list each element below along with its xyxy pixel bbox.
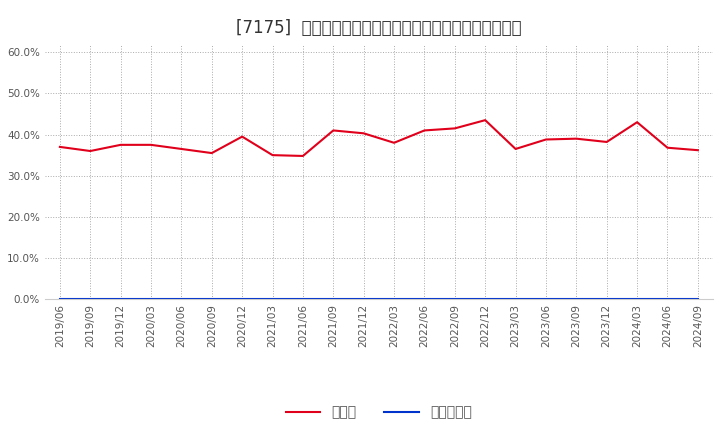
有利子負債 [269,297,277,302]
現頃金 [633,120,642,125]
有利子負債 [207,297,216,302]
有利子負債 [86,297,94,302]
有利子負債 [572,297,580,302]
現頃金 [238,134,246,139]
有利子負債 [420,297,428,302]
有利子負債 [451,297,459,302]
現頃金 [390,140,398,146]
有利子負債 [55,297,64,302]
現頃金 [481,117,490,123]
現頃金 [541,137,550,142]
現頃金 [269,153,277,158]
現頃金 [451,126,459,131]
現頃金 [299,153,307,158]
現頃金 [572,136,580,141]
現頃金 [117,142,125,147]
有利子負債 [663,297,672,302]
有利子負債 [541,297,550,302]
現頃金 [86,148,94,154]
有利子負債 [359,297,368,302]
現頃金 [55,144,64,150]
現頃金 [420,128,428,133]
現頃金 [207,150,216,156]
現頃金 [177,147,186,152]
有利子負債 [693,297,702,302]
有利子負債 [603,297,611,302]
現頃金 [147,142,156,147]
有利子負債 [238,297,246,302]
有利子負債 [481,297,490,302]
有利子負債 [147,297,156,302]
有利子負債 [633,297,642,302]
有利子負債 [117,297,125,302]
Line: 現頃金: 現頃金 [60,120,698,156]
有利子負債 [329,297,338,302]
有利子負債 [299,297,307,302]
現頃金 [329,128,338,133]
現頃金 [511,147,520,152]
有利子負債 [390,297,398,302]
現頃金 [693,147,702,153]
有利子負債 [177,297,186,302]
現頃金 [663,145,672,150]
Title: [7175]  現頃金、有利子負債の総資産に対する比率の推移: [7175] 現頃金、有利子負債の総資産に対する比率の推移 [236,19,522,37]
現頃金 [603,139,611,145]
現頃金 [359,131,368,136]
Legend: 現頃金, 有利子負債: 現頃金, 有利子負債 [280,400,477,425]
有利子負債 [511,297,520,302]
